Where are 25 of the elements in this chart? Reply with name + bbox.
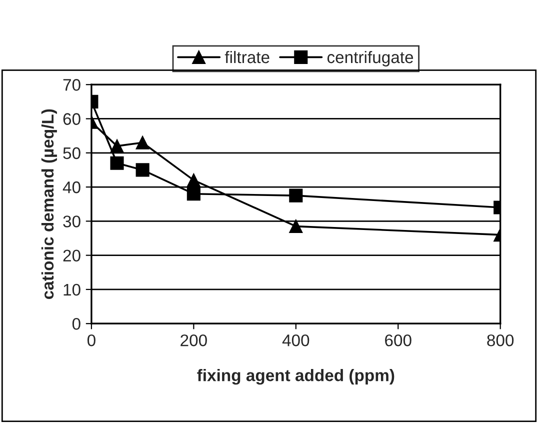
y-tick-label: 0 bbox=[72, 318, 80, 330]
y-tick-label: 60 bbox=[63, 113, 80, 125]
point bbox=[110, 139, 124, 153]
point bbox=[110, 156, 124, 170]
y-tick-label: 40 bbox=[62, 181, 80, 194]
point bbox=[136, 163, 150, 177]
y-tick-label: 10 bbox=[64, 284, 80, 296]
legend-label: centrifugate bbox=[327, 50, 414, 66]
x-tick-label: 200 bbox=[180, 334, 207, 346]
x-tick-label: 600 bbox=[385, 334, 412, 346]
point bbox=[136, 136, 150, 150]
point bbox=[289, 188, 303, 202]
y-tick-label: 30 bbox=[63, 216, 80, 228]
point bbox=[289, 220, 303, 234]
point bbox=[186, 187, 200, 201]
x-tick-label: 800 bbox=[487, 334, 514, 346]
y-axis-title: cationic demand (µeq/L) bbox=[41, 109, 57, 299]
x-tick-label: 0 bbox=[87, 334, 96, 346]
legend-label: filtrate bbox=[224, 50, 270, 64]
y-tick-label: 20 bbox=[63, 250, 80, 262]
x-tick-label: 400 bbox=[282, 334, 310, 346]
y-tick-label: 50 bbox=[63, 147, 80, 160]
point bbox=[186, 173, 200, 187]
y-tick-label: 70 bbox=[63, 79, 80, 91]
x-axis-title: fixing agent added (ppm) bbox=[197, 368, 394, 385]
